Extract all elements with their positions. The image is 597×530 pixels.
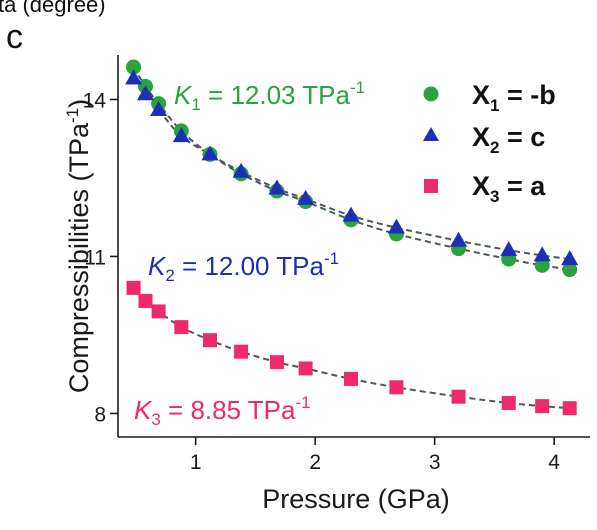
legend: X1 = -b X2 = c X3 = a [423, 80, 556, 206]
y-tick-label: 11 [84, 246, 106, 269]
annotation-k2-sup: -1 [324, 249, 339, 268]
fit-curves [132, 66, 570, 410]
annotation-k2: K2 = 12.00 TPa-1 [148, 249, 339, 285]
data-point-x3 [562, 401, 577, 416]
annotation-k3-sup: -1 [295, 393, 310, 412]
data-point-x2 [136, 85, 154, 101]
y-tick-label: 8 [94, 403, 106, 426]
annotation-k1-var: K [174, 80, 193, 110]
data-point-x1 [534, 257, 550, 273]
legend-x3-var: X [472, 171, 490, 201]
data-point-x2 [125, 69, 143, 85]
annotation-k3: K3 = 8.85 TPa-1 [134, 393, 311, 429]
y-ticks: 8 11 14 [83, 89, 118, 426]
data-point-x1 [126, 59, 142, 75]
legend-x3-rest: = a [499, 171, 546, 201]
annotation-k3-text: = 8.85 TPa [161, 395, 296, 425]
x-tick-label: 1 [190, 451, 202, 474]
x-tick-label: 3 [429, 451, 441, 474]
legend-x2-var: X [472, 122, 490, 152]
data-point-x2 [201, 145, 219, 161]
legend-x1-var: X [472, 80, 490, 110]
data-point-x3 [138, 293, 153, 308]
annotation-k2-var: K [148, 251, 167, 281]
data-point-x2 [561, 250, 579, 266]
data-point-x3 [451, 389, 466, 404]
data-point-x3 [269, 355, 284, 370]
data-point-x2 [232, 162, 250, 178]
data-markers [125, 59, 579, 416]
data-point-x2 [297, 189, 315, 205]
data-point-x2 [500, 241, 518, 257]
data-point-x3 [501, 395, 516, 410]
y-axis-title-sup: -1 [63, 108, 82, 123]
legend-marker-x3 [424, 179, 438, 193]
data-point-x3 [389, 380, 404, 395]
data-point-x2 [387, 218, 405, 234]
annotation-k1-sup: -1 [350, 78, 365, 97]
annotation-k1: K1 = 12.03 TPa-1 [174, 78, 365, 114]
data-point-x3 [203, 333, 218, 348]
data-point-x3 [234, 344, 249, 359]
x-axis-title: Pressure (GPa) [262, 484, 450, 514]
data-point-x2 [150, 100, 168, 116]
data-point-x1 [562, 262, 578, 278]
legend-x3-sub: 3 [490, 187, 499, 206]
data-point-x2 [450, 231, 468, 247]
legend-marker-x2 [423, 127, 439, 141]
legend-x2-rest: = c [499, 122, 545, 152]
annotation-k3-var: K [134, 395, 153, 425]
axes [117, 55, 590, 438]
x-tick-label: 4 [548, 451, 560, 474]
data-point-x3 [344, 371, 359, 386]
legend-marker-x1 [423, 86, 439, 102]
data-point-x3 [535, 399, 550, 414]
annotation-k2-sub: 2 [165, 266, 174, 285]
y-axis-title: Compressibilities (TPa-1) [63, 99, 94, 393]
data-point-x2 [268, 179, 286, 195]
annotation-k2-text: = 12.00 TPa [175, 251, 325, 281]
legend-x1-sub: 1 [490, 96, 499, 115]
legend-label-x2: X2 = c [472, 122, 545, 157]
annotation-k3-sub: 3 [151, 410, 160, 429]
annotation-k1-text: = 12.03 TPa [201, 80, 351, 110]
x-ticks: 1 2 3 4 [190, 437, 560, 474]
annotation-k1-sub: 1 [191, 95, 200, 114]
x-tick-label: 2 [309, 451, 321, 474]
legend-label-x3: X3 = a [472, 171, 546, 206]
y-tick-label: 14 [83, 89, 107, 112]
legend-x1-rest: = -b [499, 80, 555, 110]
fit-curve-x3 [132, 287, 570, 410]
data-point-x2 [342, 206, 360, 222]
y-axis-title-close: ) [64, 99, 94, 108]
y-axis-title-main: Compressibilities (TPa [64, 122, 94, 393]
data-point-x3 [174, 320, 189, 335]
panel-label: c [6, 18, 23, 56]
data-point-x3 [151, 304, 166, 319]
data-point-x2 [172, 127, 190, 143]
data-point-x3 [126, 280, 141, 295]
legend-label-x1: X1 = -b [472, 80, 556, 115]
data-point-x3 [298, 361, 313, 376]
data-point-x2 [533, 246, 551, 262]
clipped-header-text: ta (degree) [0, 0, 106, 17]
legend-x2-sub: 2 [490, 138, 499, 157]
